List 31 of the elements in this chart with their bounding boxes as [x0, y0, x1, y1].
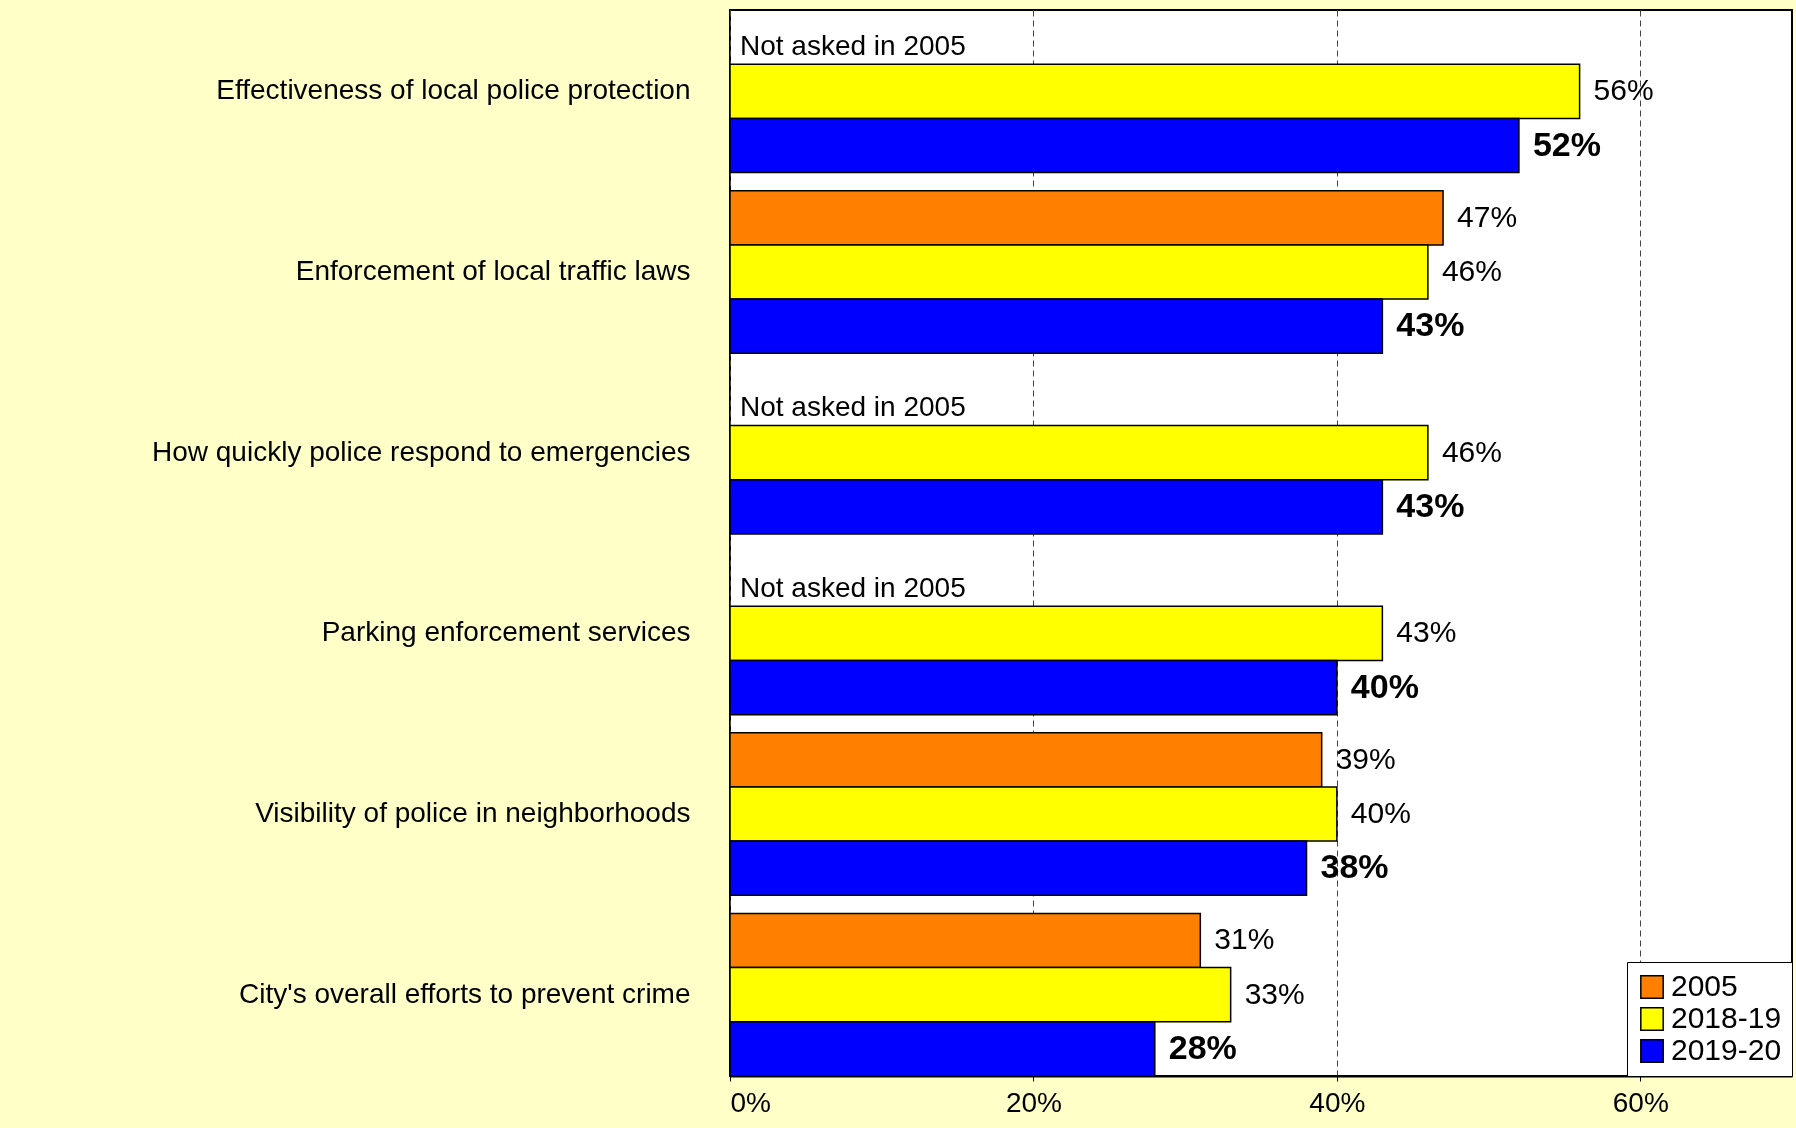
data-label: 52%: [1532, 124, 1601, 163]
data-label: 46%: [1441, 434, 1502, 468]
data-label: 33%: [1244, 976, 1305, 1010]
data-label: 43%: [1396, 305, 1465, 344]
y-tick-label: Parking enforcement services: [321, 616, 691, 648]
legend-label: 2005: [1671, 969, 1738, 1002]
data-label: 47%: [1457, 199, 1518, 233]
legend-label: 2019-20: [1671, 1033, 1782, 1066]
annotation: Not asked in 2005: [740, 391, 966, 423]
data-label: 28%: [1168, 1027, 1237, 1066]
legend-label: 2018-19: [1671, 1001, 1782, 1034]
data-label: 46%: [1441, 253, 1502, 287]
data-label: 43%: [1396, 615, 1457, 649]
data-label: 38%: [1320, 847, 1389, 886]
annotation: Not asked in 2005: [740, 572, 966, 604]
annotation: Not asked in 2005: [740, 30, 966, 62]
x-tick-label: 60%: [1612, 1086, 1669, 1118]
x-tick-label: 20%: [1005, 1086, 1062, 1118]
y-tick-label: Visibility of police in neighborhoods: [255, 797, 691, 829]
data-label: 31%: [1214, 922, 1275, 956]
y-tick-label: Effectiveness of local police protection: [216, 74, 691, 106]
y-tick-label: City's overall efforts to prevent crime: [239, 977, 691, 1009]
x-tick-label: 0%: [730, 1086, 771, 1118]
x-tick-label: 40%: [1309, 1086, 1366, 1118]
y-tick-label: Enforcement of local traffic laws: [295, 254, 691, 286]
y-tick-label: How quickly police respond to emergencies: [152, 435, 691, 467]
data-label: 39%: [1335, 741, 1396, 775]
data-label: 40%: [1350, 666, 1419, 705]
data-label: 56%: [1593, 73, 1654, 107]
data-label: 40%: [1350, 796, 1411, 830]
data-label: 43%: [1396, 485, 1465, 524]
